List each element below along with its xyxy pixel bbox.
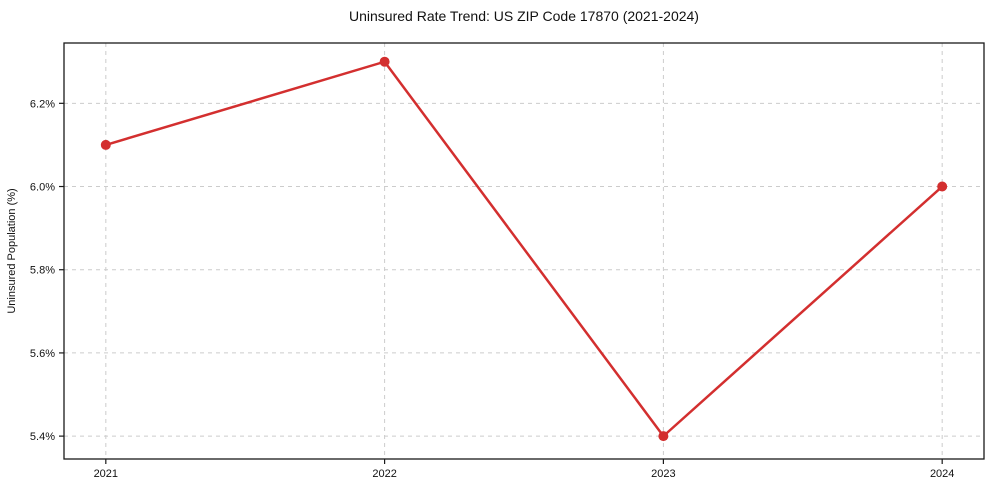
plot-area: 2021 2022 2023 2024 5.4% 5.6% 5.8% 6.0% 6.2%	[30, 42, 985, 480]
y-axis-tick-label: 5.6%	[30, 348, 55, 360]
x-axis-tick-label: 2021	[94, 468, 118, 480]
data-point-marker	[658, 431, 669, 442]
data-point-marker	[100, 139, 111, 150]
x-axis-tick-label: 2023	[651, 468, 675, 480]
y-axis-label: Uninsured Population (%)	[6, 188, 18, 313]
x-axis-tick-label: 2022	[372, 468, 396, 480]
y-axis-tick-label: 6.0%	[30, 182, 55, 194]
plot-border	[63, 42, 985, 460]
y-axis-tick-label: 5.4%	[30, 431, 55, 443]
trend-line	[105, 60, 944, 438]
data-point-marker	[937, 181, 948, 192]
y-axis-tick-label: 6.2%	[30, 98, 55, 110]
data-point-marker	[379, 56, 390, 67]
x-axis-tick-label: 2024	[930, 468, 954, 480]
y-axis-tick-label: 5.8%	[30, 265, 55, 277]
chart-title: Uninsured Rate Trend: US ZIP Code 17870 …	[349, 8, 699, 24]
